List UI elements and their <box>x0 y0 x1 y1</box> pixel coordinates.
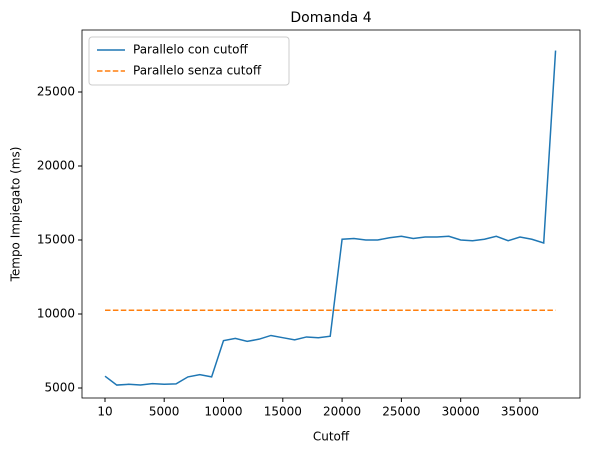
y-axis-label: Tempo Impiegato (ms) <box>9 147 23 283</box>
y-tick-label: 5000 <box>44 381 75 395</box>
x-tick-label: 10 <box>97 405 112 419</box>
plot-frame <box>81 29 581 399</box>
x-tick-label: 20000 <box>323 405 361 419</box>
x-tick-label: 10000 <box>204 405 242 419</box>
legend-box <box>88 36 290 86</box>
x-tick-label: 15000 <box>264 405 302 419</box>
x-axis-label: Cutoff <box>313 430 350 444</box>
x-tick-label: 35000 <box>501 405 539 419</box>
line-series <box>104 50 557 386</box>
chart-title: Domanda 4 <box>290 10 371 26</box>
legend-label: Parallelo senza cutoff <box>133 64 262 78</box>
x-tick-label: 5000 <box>149 405 180 419</box>
y-tick-label: 10000 <box>37 307 75 321</box>
x-tick-label: 30000 <box>442 405 480 419</box>
legend-label: Parallelo con cutoff <box>133 43 248 57</box>
y-tick-label: 15000 <box>37 233 75 247</box>
y-tick-label: 25000 <box>37 85 75 99</box>
y-tick-label: 20000 <box>37 159 75 173</box>
x-tick-label: 25000 <box>382 405 420 419</box>
